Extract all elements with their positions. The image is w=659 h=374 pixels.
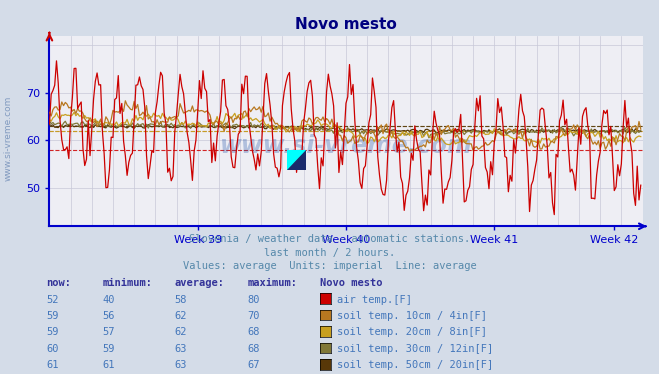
Text: 61: 61 xyxy=(102,361,115,370)
Text: 58: 58 xyxy=(175,295,187,304)
Text: 67: 67 xyxy=(247,361,260,370)
Text: 60: 60 xyxy=(46,344,59,354)
Text: soil temp. 30cm / 12in[F]: soil temp. 30cm / 12in[F] xyxy=(337,344,494,354)
Text: Values: average  Units: imperial  Line: average: Values: average Units: imperial Line: av… xyxy=(183,261,476,271)
Text: soil temp. 10cm / 4in[F]: soil temp. 10cm / 4in[F] xyxy=(337,311,488,321)
Text: 68: 68 xyxy=(247,344,260,354)
Text: soil temp. 50cm / 20in[F]: soil temp. 50cm / 20in[F] xyxy=(337,361,494,370)
Text: 68: 68 xyxy=(247,328,260,337)
Text: www.si-vreme.com: www.si-vreme.com xyxy=(219,134,473,158)
Text: Slovenia / weather data - automatic stations.: Slovenia / weather data - automatic stat… xyxy=(189,234,470,244)
Text: 63: 63 xyxy=(175,361,187,370)
Text: 62: 62 xyxy=(175,328,187,337)
Title: Novo mesto: Novo mesto xyxy=(295,16,397,31)
Text: now:: now: xyxy=(46,278,71,288)
Text: 59: 59 xyxy=(46,328,59,337)
Text: 40: 40 xyxy=(102,295,115,304)
Text: average:: average: xyxy=(175,278,225,288)
Text: 52: 52 xyxy=(46,295,59,304)
Text: soil temp. 20cm / 8in[F]: soil temp. 20cm / 8in[F] xyxy=(337,328,488,337)
Text: www.si-vreme.com: www.si-vreme.com xyxy=(3,96,13,181)
Text: 59: 59 xyxy=(46,311,59,321)
Text: 80: 80 xyxy=(247,295,260,304)
Text: air temp.[F]: air temp.[F] xyxy=(337,295,413,304)
Polygon shape xyxy=(287,150,306,170)
Text: maximum:: maximum: xyxy=(247,278,297,288)
Text: 70: 70 xyxy=(247,311,260,321)
Polygon shape xyxy=(287,150,306,170)
Text: 57: 57 xyxy=(102,328,115,337)
Text: last month / 2 hours.: last month / 2 hours. xyxy=(264,248,395,258)
Text: Novo mesto: Novo mesto xyxy=(320,278,382,288)
Text: 56: 56 xyxy=(102,311,115,321)
Text: 62: 62 xyxy=(175,311,187,321)
Text: 61: 61 xyxy=(46,361,59,370)
Text: 59: 59 xyxy=(102,344,115,354)
Text: minimum:: minimum: xyxy=(102,278,152,288)
Text: 63: 63 xyxy=(175,344,187,354)
